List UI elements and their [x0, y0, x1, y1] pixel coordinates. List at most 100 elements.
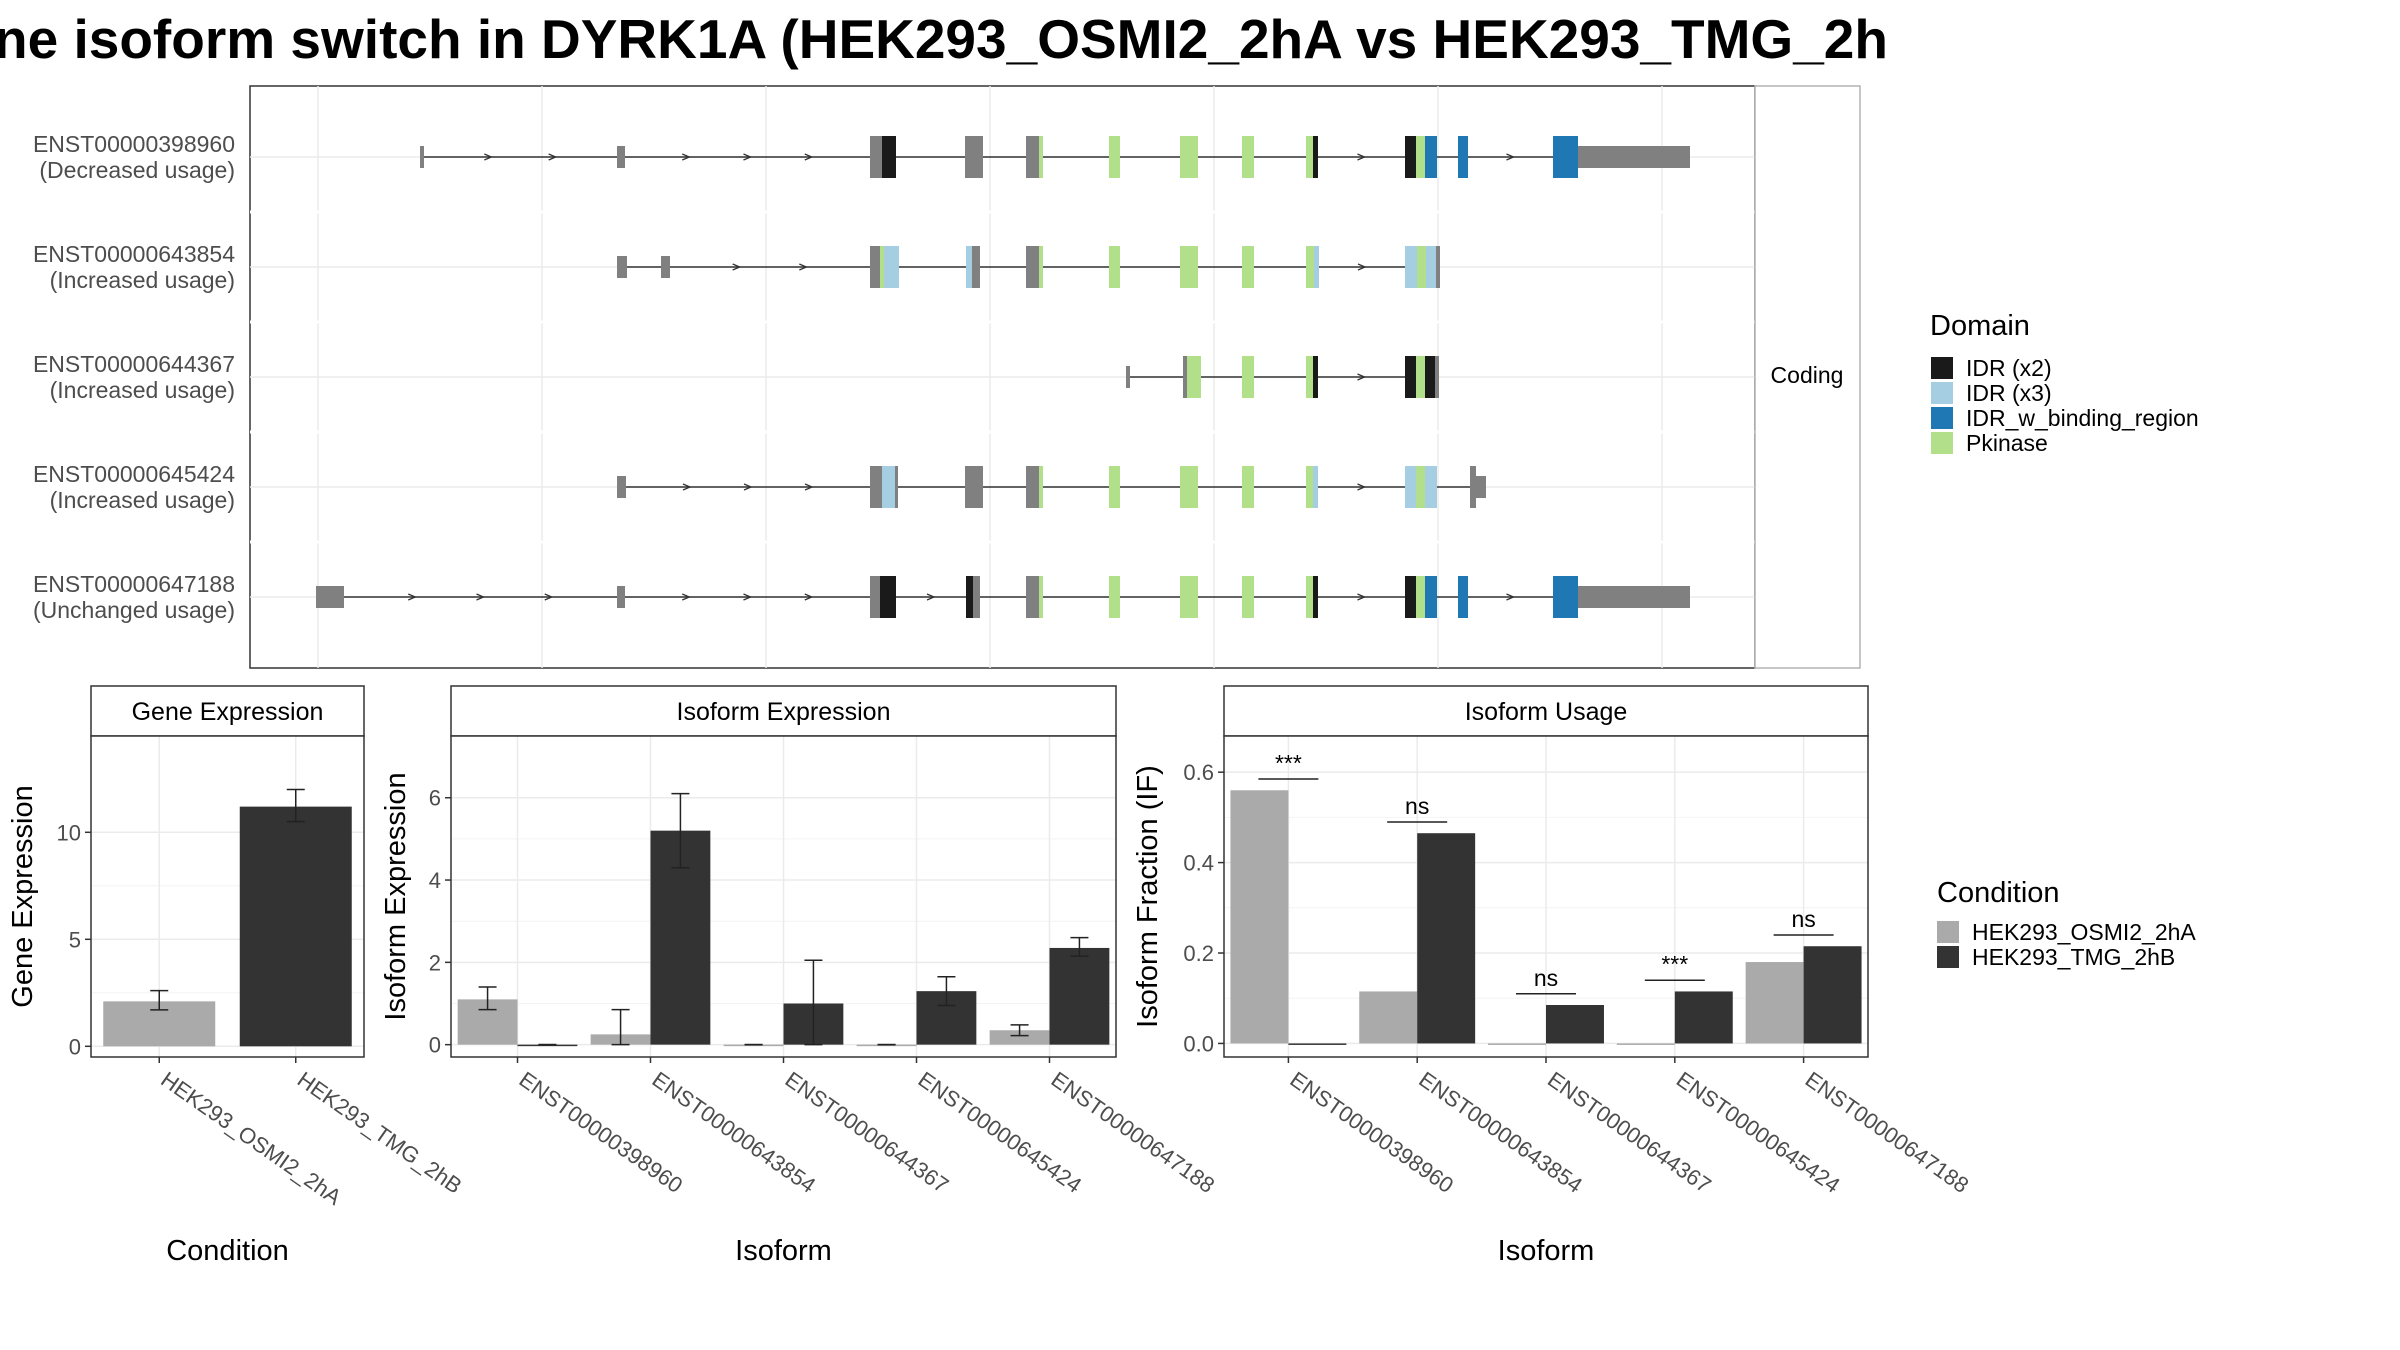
intron-direction-arrow — [1357, 593, 1367, 601]
intron-direction-arrow — [926, 593, 936, 601]
exon — [1126, 366, 1130, 388]
exon — [882, 136, 896, 178]
exon — [1578, 586, 1690, 608]
intron-direction-arrow — [804, 483, 814, 491]
exon — [1313, 356, 1318, 398]
coding-strip-label: Coding — [1771, 362, 1844, 388]
exon — [880, 246, 884, 288]
exon — [1242, 466, 1254, 508]
y-tick-label: 0.4 — [1183, 851, 1214, 876]
exon — [1405, 136, 1416, 178]
exon — [870, 466, 882, 508]
domain-legend-swatch — [1931, 357, 1953, 379]
exon — [1039, 136, 1043, 178]
exon — [1183, 356, 1187, 398]
exon — [1405, 246, 1417, 288]
exon — [1180, 246, 1198, 288]
exon — [884, 246, 899, 288]
isoform-usage-panel: Isoform Usage***nsns***ns0.00.20.40.6ENS… — [1132, 685, 1973, 1267]
y-tick-label: 0.0 — [1183, 1031, 1214, 1056]
bar — [1616, 1043, 1675, 1045]
y-tick-label: 4 — [429, 868, 441, 893]
transcript-usage-label: (Increased usage) — [50, 487, 235, 513]
exon — [1026, 576, 1039, 618]
intron-direction-arrow — [804, 153, 814, 161]
y-tick-label: 10 — [57, 820, 81, 845]
exon — [1109, 576, 1120, 618]
exon — [1109, 246, 1120, 288]
exon — [870, 136, 882, 178]
panel-strip-label: Isoform Expression — [677, 698, 891, 726]
intron-direction-arrow — [476, 593, 486, 601]
exon — [617, 586, 625, 608]
transcript-usage-label: (Decreased usage) — [39, 157, 235, 183]
panel-border — [90, 735, 365, 1058]
bar — [1288, 1043, 1347, 1045]
exon — [1180, 466, 1198, 508]
exon — [1306, 246, 1314, 288]
bar — [1049, 947, 1110, 1045]
transcript-id-label: ENST00000643854 — [33, 241, 235, 267]
significance-label: *** — [1275, 750, 1302, 776]
exon — [1470, 466, 1476, 508]
intron-direction-arrow — [548, 153, 558, 161]
condition-legend-swatch — [1937, 921, 1959, 943]
exon — [1458, 136, 1468, 178]
intron-direction-arrow — [681, 593, 691, 601]
exon — [1435, 356, 1439, 398]
y-tick-label: 0 — [69, 1034, 81, 1059]
exon — [1187, 356, 1201, 398]
exon — [1417, 246, 1426, 288]
intron-direction-arrow — [743, 483, 753, 491]
transcript-usage-label: (Increased usage) — [50, 377, 235, 403]
intron-direction-arrow — [1506, 153, 1516, 161]
x-axis-title: Isoform — [1498, 1235, 1595, 1267]
intron-direction-arrow — [544, 593, 554, 601]
exon — [1039, 576, 1043, 618]
exon — [966, 576, 973, 618]
domain-legend-title: Domain — [1930, 310, 2030, 342]
exon — [1180, 576, 1198, 618]
exon — [966, 246, 972, 288]
transcript-id-label: ENST00000645424 — [33, 461, 235, 487]
exon — [1425, 576, 1437, 618]
intron-direction-arrow — [484, 153, 493, 161]
x-axis-title: Isoform — [735, 1235, 832, 1267]
bar — [1230, 790, 1289, 1044]
y-tick-label: 2 — [429, 950, 441, 975]
intron-direction-arrow — [743, 593, 753, 601]
exon — [972, 246, 980, 288]
bar — [1417, 833, 1476, 1044]
x-axis-title: Condition — [166, 1235, 289, 1267]
exon — [1306, 466, 1313, 508]
significance-label: *** — [1661, 951, 1688, 977]
y-tick-label: 0 — [429, 1033, 441, 1058]
exon — [1425, 136, 1437, 178]
exon — [1306, 136, 1313, 178]
exon — [1405, 576, 1416, 618]
exon — [1242, 356, 1254, 398]
exon — [1039, 246, 1043, 288]
intron-direction-arrow — [799, 263, 808, 271]
intron-direction-arrow — [1506, 593, 1516, 601]
intron-direction-arrow — [681, 153, 691, 161]
transcript-id-label: ENST00000398960 — [33, 131, 235, 157]
bar — [1488, 1043, 1546, 1045]
exon — [661, 256, 670, 278]
bar — [1745, 962, 1804, 1044]
transcript-usage-label: (Unchanged usage) — [33, 597, 235, 623]
exon — [1405, 356, 1416, 398]
exon — [1026, 136, 1039, 178]
significance-label: ns — [1405, 793, 1429, 819]
exon — [1416, 356, 1425, 398]
exon — [1458, 576, 1468, 618]
isoform-expression-panel: Isoform Expression0246ENST00000398960ENS… — [380, 685, 1219, 1267]
exon — [870, 576, 880, 618]
y-tick-label: 6 — [429, 786, 441, 811]
y-tick-label: 5 — [69, 927, 81, 952]
exon — [1425, 356, 1435, 398]
exon — [617, 256, 627, 278]
exon — [1242, 136, 1254, 178]
exon — [973, 576, 980, 618]
